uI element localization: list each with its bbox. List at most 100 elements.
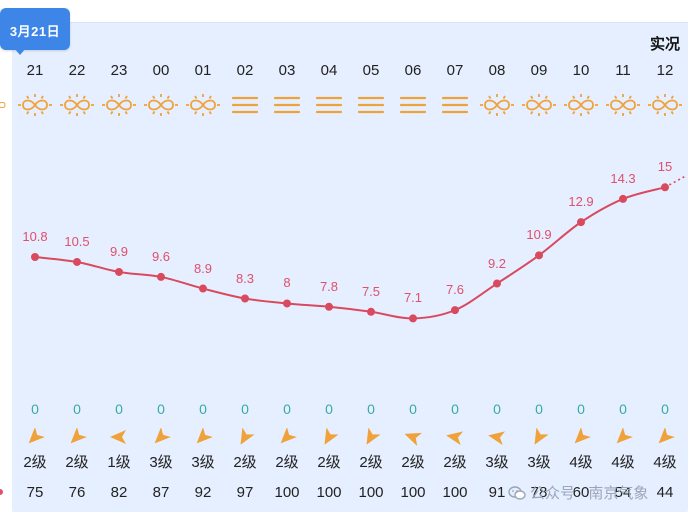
temperature-label: 9.2 <box>487 255 507 271</box>
wind-direction-icon <box>99 428 139 446</box>
temperature-point[interactable] <box>661 183 669 192</box>
precipitation-value: 0 <box>493 401 501 417</box>
fog-icon <box>393 92 433 118</box>
temperature-label: 7.6 <box>445 282 465 298</box>
precipitation-value: 0 <box>115 401 123 417</box>
humidity-value: 91 <box>488 484 506 501</box>
temperature-point[interactable] <box>115 267 123 276</box>
forecast-continuation-line <box>664 174 688 188</box>
hour-label: 22 <box>68 62 86 79</box>
temperature-point[interactable] <box>157 272 165 281</box>
wind-direction-icon <box>435 428 475 446</box>
humidity-value: 92 <box>194 484 212 501</box>
partial-sun-haze-icon <box>0 92 8 118</box>
date-tag[interactable]: 3月21日 <box>0 8 70 50</box>
hour-label: 08 <box>488 62 506 79</box>
panel-top-border <box>12 22 688 23</box>
wind-level: 2级 <box>317 454 341 471</box>
temperature-label: 8.9 <box>193 260 213 276</box>
wind-level: 2级 <box>401 454 425 471</box>
sunny-haze-icon <box>57 92 97 118</box>
precipitation-value: 0 <box>283 401 291 417</box>
sunny-haze-icon <box>183 92 223 118</box>
sunny-haze-icon <box>477 92 517 118</box>
wind-direction-icon <box>477 428 517 446</box>
wind-direction-icon <box>393 428 433 446</box>
humidity-value: 54 <box>614 484 632 501</box>
hour-label: 11 <box>615 62 631 79</box>
sunny-haze-icon <box>15 92 55 118</box>
wind-level: 2级 <box>23 454 47 471</box>
temperature-label: 10.5 <box>64 233 90 249</box>
wind-direction-icon <box>267 427 307 446</box>
fog-icon <box>351 92 391 118</box>
sunny-haze-icon <box>645 92 685 118</box>
wind-level: 4级 <box>653 454 677 471</box>
wind-direction-icon <box>603 427 643 446</box>
wind-level: 4级 <box>611 454 635 471</box>
temperature-label: 7.8 <box>319 278 339 294</box>
wind-direction-icon <box>309 427 349 446</box>
precipitation-value: 0 <box>31 401 39 417</box>
wind-direction-icon <box>141 427 181 446</box>
temperature-label: 15 <box>657 159 673 175</box>
temperature-label: 10.8 <box>22 229 48 244</box>
temperature-label: 8.3 <box>235 270 255 286</box>
temperature-point[interactable] <box>577 218 585 227</box>
fog-icon <box>267 92 307 118</box>
wind-level: 3级 <box>191 454 215 471</box>
partial-row-marker <box>0 489 3 495</box>
temperature-point[interactable] <box>619 194 627 203</box>
sunny-haze-icon <box>99 92 139 118</box>
temperature-label: 9.6 <box>151 248 171 264</box>
date-tag-label: 3月21日 <box>9 24 61 39</box>
fog-icon <box>225 92 265 118</box>
precipitation-value: 0 <box>661 401 669 417</box>
precipitation-value: 0 <box>409 401 417 417</box>
hour-label: 23 <box>110 62 128 79</box>
wind-direction-icon <box>225 427 265 446</box>
hour-label: 09 <box>530 62 548 79</box>
watermark: 公众号 · 南京气象 <box>508 482 648 503</box>
temperature-label: 7.5 <box>361 283 381 299</box>
precipitation-value: 0 <box>619 401 627 417</box>
watermark-text: 公众号 · 南京气象 <box>530 485 649 502</box>
wind-direction-icon <box>561 427 601 446</box>
temperature-point[interactable] <box>31 253 39 261</box>
temperature-label: 9.9 <box>109 243 129 259</box>
wind-direction-icon <box>645 427 685 446</box>
hour-label: 01 <box>194 62 212 79</box>
humidity-value: 100 <box>316 484 342 501</box>
humidity-value: 44 <box>656 484 674 501</box>
hour-label: 00 <box>152 62 170 79</box>
humidity-value: 78 <box>530 484 548 501</box>
hour-label: 10 <box>572 62 590 79</box>
temperature-point[interactable] <box>409 314 417 323</box>
hour-label: 05 <box>362 62 380 79</box>
humidity-value: 75 <box>26 484 44 501</box>
temperature-point[interactable] <box>73 257 81 266</box>
temperature-point[interactable] <box>451 306 459 315</box>
temperature-point[interactable] <box>325 302 333 311</box>
temperature-point[interactable] <box>241 294 249 303</box>
temperature-point[interactable] <box>493 279 501 288</box>
humidity-value: 87 <box>152 484 170 501</box>
precipitation-value: 0 <box>73 401 81 417</box>
observed-label: 实况 <box>649 36 680 53</box>
temperature-point[interactable] <box>199 284 207 293</box>
hour-label: 21 <box>26 62 44 79</box>
temperature-point[interactable] <box>283 299 291 308</box>
temperature-point[interactable] <box>535 251 543 260</box>
wind-level: 4级 <box>569 454 593 471</box>
sunny-haze-icon <box>519 92 559 118</box>
wind-level: 3级 <box>149 454 173 471</box>
wind-direction-icon <box>351 427 391 446</box>
wind-direction-icon <box>183 427 223 446</box>
temperature-point[interactable] <box>367 307 375 316</box>
precipitation-value: 0 <box>451 401 459 417</box>
precipitation-value: 0 <box>199 401 207 417</box>
wechat-icon <box>508 485 526 500</box>
hour-label: 04 <box>320 62 338 79</box>
temperature-label: 10.9 <box>526 227 552 243</box>
